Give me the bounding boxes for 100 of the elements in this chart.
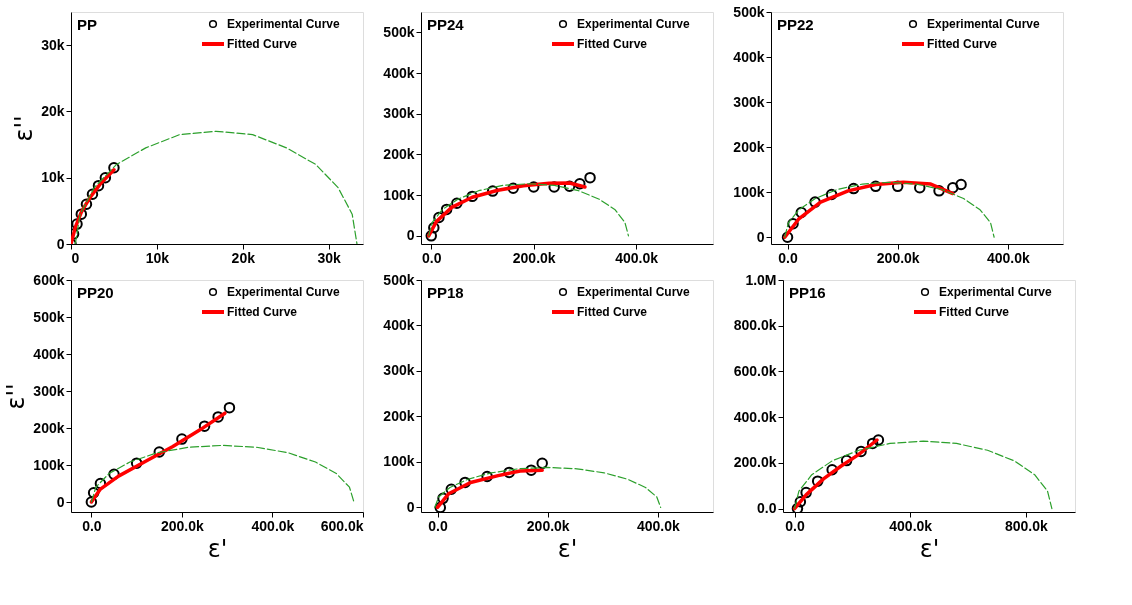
line-series [792, 438, 879, 511]
point [486, 185, 499, 197]
y-tick-label: 300k [33, 382, 65, 399]
point [840, 454, 853, 467]
point [800, 486, 812, 499]
line-series [793, 440, 1053, 510]
x-tick-label: 0.0 [82, 517, 102, 534]
y-tick-label: 500k [383, 271, 415, 288]
y-tick-label: 500k [33, 308, 65, 325]
legend-label: Fitted Curve [577, 37, 648, 51]
legend-label: Experimental Curve [927, 17, 1041, 31]
point [433, 211, 445, 224]
y-tick-label: 500k [733, 3, 765, 20]
point [811, 475, 824, 487]
y-tick-label: 100k [383, 453, 415, 470]
y-tick-label: 0 [406, 227, 415, 244]
line-series [89, 411, 227, 504]
y-tick-label: 600.0k [733, 362, 777, 379]
point [872, 434, 885, 446]
legend-label: Fitted Curve [939, 305, 1010, 319]
y-tick-label: 400k [733, 48, 765, 65]
y-tick-label: 100k [383, 186, 415, 203]
line-series [434, 466, 662, 509]
x-tick-label: 0 [71, 249, 80, 266]
y-tick-label: 800.0k [733, 317, 777, 334]
line-series [784, 181, 995, 238]
point [71, 218, 83, 230]
point [536, 457, 548, 470]
point [86, 188, 99, 201]
point [428, 221, 440, 234]
point [825, 188, 838, 201]
line-series [90, 444, 355, 503]
chart-title: PP20 [77, 284, 114, 301]
legend-label: Experimental Curve [227, 17, 341, 31]
point [781, 231, 794, 243]
x-tick-label: 0.0 [422, 249, 442, 266]
y-tick-label: 100k [733, 183, 765, 200]
point [791, 502, 804, 512]
x-tick-label: 400.0k [251, 517, 295, 534]
chart-title: PP16 [789, 284, 826, 301]
point [440, 203, 453, 216]
chart-title: PP24 [427, 16, 465, 33]
y-tick-label: 300k [383, 105, 415, 122]
point [437, 492, 449, 505]
point [869, 180, 882, 193]
chart-title: PP18 [427, 284, 464, 301]
x-tick-label: 200.0k [526, 517, 570, 534]
point [947, 181, 959, 194]
line-series [428, 183, 630, 237]
x-tick-label: 10k [145, 249, 170, 266]
x-tick-label: 600.0k [320, 517, 364, 534]
point [809, 196, 821, 208]
x-tick-label: 400.0k [615, 249, 659, 266]
legend-label: Fitted Curve [227, 305, 298, 319]
point [75, 208, 88, 220]
point [855, 445, 867, 458]
y-tick-label: 600k [33, 271, 65, 288]
legend-label: Fitted Curve [227, 37, 298, 51]
point [445, 483, 458, 495]
chart-title: PP [77, 16, 98, 33]
y-tick-label: 0.0 [757, 500, 777, 517]
x-tick-label: 0.0 [778, 249, 798, 266]
y-tick-label: 1.0M [745, 271, 777, 288]
line-series [74, 130, 358, 244]
point [459, 476, 471, 489]
y-tick-label: 500k [383, 23, 415, 40]
x-tick-label: 800.0k [1004, 517, 1048, 534]
y-tick-label: 400k [383, 64, 415, 81]
y-tick-label: 300k [383, 362, 415, 379]
y-tick-label: 0 [756, 228, 765, 245]
x-tick-label: 200.0k [876, 249, 920, 266]
x-tick-label: 0.0 [428, 517, 448, 534]
x-axis-title: ε' [919, 534, 940, 563]
x-tick-label: 400.0k [889, 517, 933, 534]
point [866, 437, 879, 450]
point [933, 185, 945, 197]
y-tick-label: 0 [406, 498, 415, 515]
point [466, 190, 478, 203]
legend-label: Fitted Curve [927, 37, 998, 51]
y-tick-label: 300k [733, 93, 765, 110]
y-tick-label: 0 [56, 235, 65, 252]
legend-label: Experimental Curve [577, 285, 691, 299]
y-tick-label: 200k [733, 138, 765, 155]
line-series [783, 180, 955, 239]
point [507, 182, 519, 194]
y-tick-label: 200.0k [733, 454, 777, 471]
point [527, 181, 540, 193]
point [847, 182, 860, 195]
y-tick-label: 10k [41, 169, 65, 186]
point [92, 179, 105, 192]
y-tick-label: 0 [56, 493, 65, 510]
line-series [426, 181, 587, 238]
legend-label: Experimental Curve [227, 285, 341, 299]
y-tick-label: 20k [41, 102, 65, 119]
x-tick-label: 30k [317, 249, 342, 266]
point [563, 180, 576, 192]
y-tick-label: 100k [33, 456, 65, 473]
x-tick-label: 20k [231, 249, 256, 266]
legend-label: Experimental Curve [577, 17, 691, 31]
y-tick-label: 400.0k [733, 408, 777, 425]
